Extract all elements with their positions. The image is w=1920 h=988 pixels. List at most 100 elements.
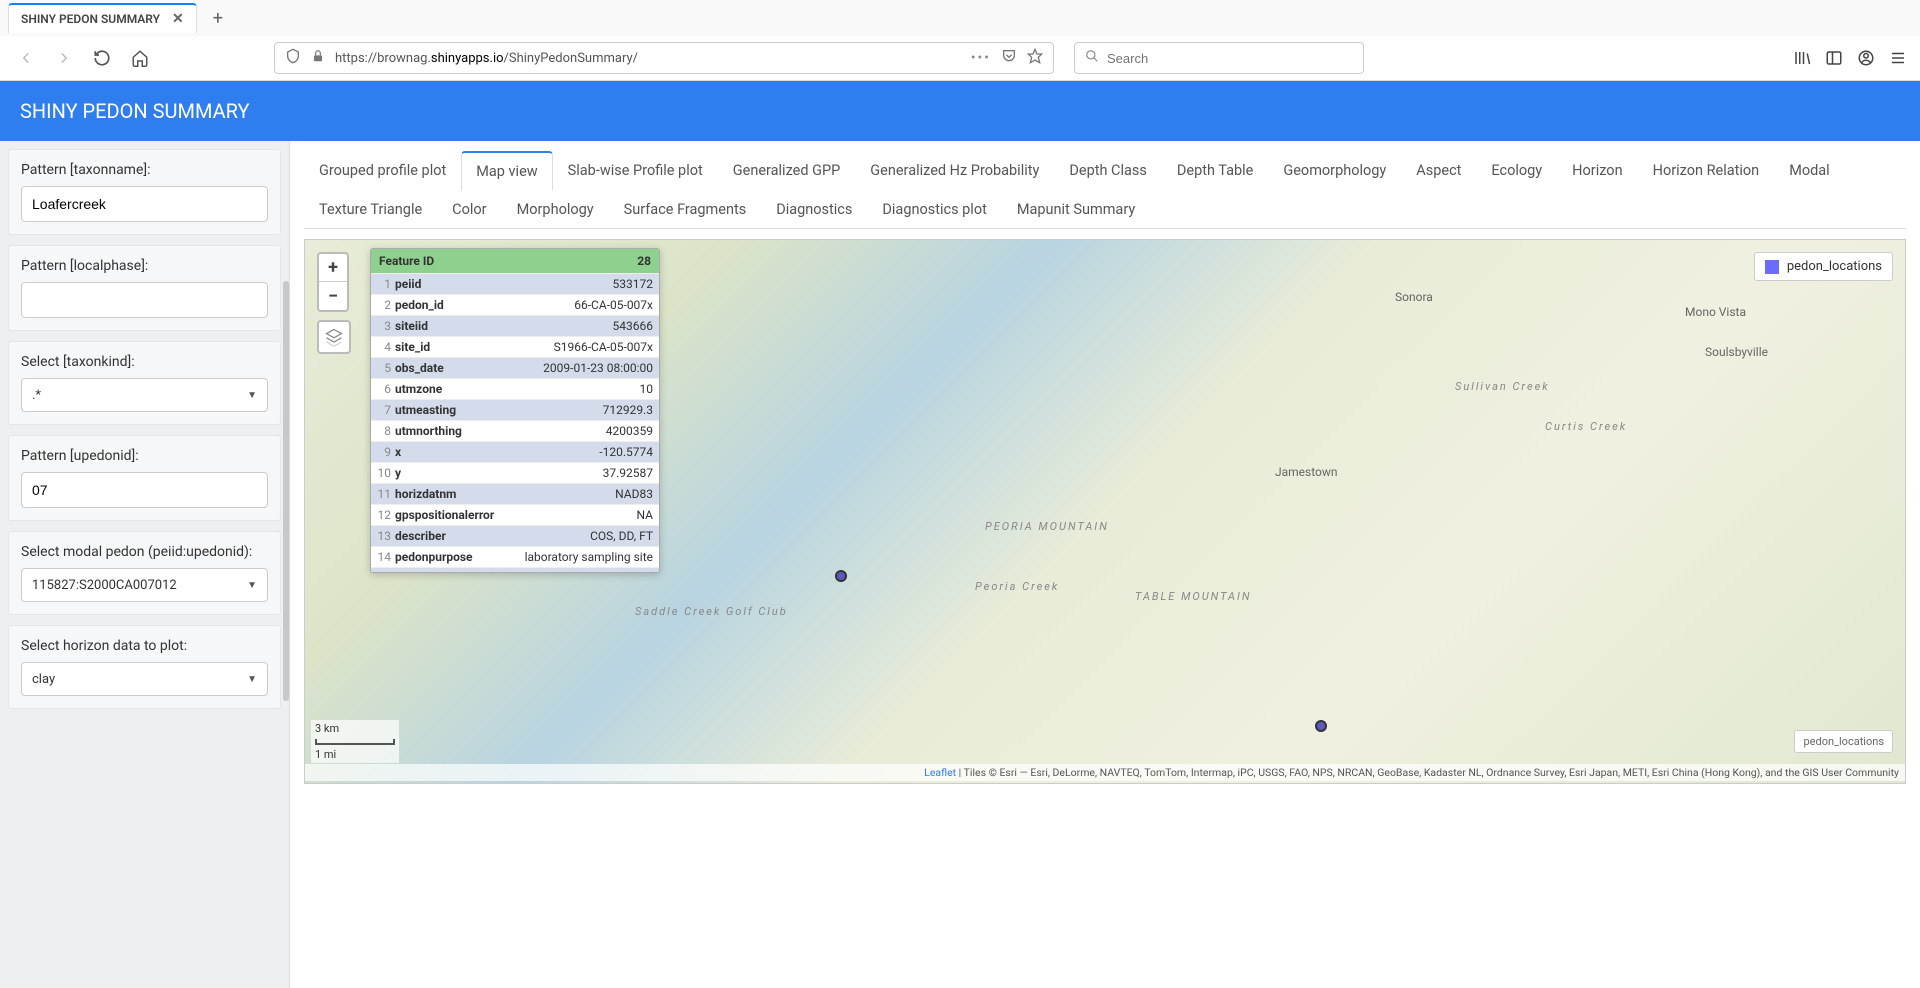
- legend-label: pedon_locations: [1787, 259, 1882, 274]
- sidebar-icon[interactable]: [1824, 48, 1844, 68]
- popup-row: 1peiid533172: [371, 273, 659, 294]
- tab-slab-wise-profile-plot[interactable]: Slab-wise Profile plot: [553, 151, 718, 190]
- sidebar: Pattern [taxonname]: Pattern [localphase]…: [0, 141, 290, 988]
- tab-diagnostics-plot[interactable]: Diagnostics plot: [867, 190, 1001, 228]
- zoom-control: + −: [317, 252, 349, 312]
- field-label: Pattern [localphase]:: [21, 258, 268, 274]
- tab-aspect[interactable]: Aspect: [1401, 151, 1476, 190]
- legend-swatch: [1765, 260, 1779, 274]
- url-bar[interactable]: https://brownag.shinyapps.io/ShinyPedonS…: [274, 42, 1054, 74]
- popup-row: 9x-120.5774: [371, 441, 659, 462]
- tab-geomorphology[interactable]: Geomorphology: [1268, 151, 1401, 190]
- tab-modal[interactable]: Modal: [1774, 151, 1845, 190]
- reload-button[interactable]: [88, 44, 116, 72]
- select-input[interactable]: .*▼: [21, 378, 268, 412]
- select-input[interactable]: 115827:S2000CA007012▼: [21, 568, 268, 602]
- popup-row: 2pedon_id66-CA-05-007x: [371, 294, 659, 315]
- sidebar-field: Pattern [upedonid]:: [8, 435, 281, 521]
- tab-strip: SHINY PEDON SUMMARY ✕ +: [0, 0, 1920, 36]
- layer-control[interactable]: pedon_locations: [1794, 730, 1893, 753]
- field-label: Select [taxonkind]:: [21, 354, 268, 370]
- map-terrain-label: Peoria Creek: [975, 580, 1059, 593]
- map-city-label: Sonora: [1395, 290, 1433, 304]
- layers-button[interactable]: [317, 320, 351, 354]
- search-bar[interactable]: [1074, 42, 1364, 74]
- tab-depth-class[interactable]: Depth Class: [1054, 151, 1162, 190]
- field-label: Pattern [taxonname]:: [21, 162, 268, 178]
- map-city-label: Jamestown: [1275, 465, 1338, 479]
- tab-map-view[interactable]: Map view: [461, 151, 552, 191]
- search-input[interactable]: [1107, 51, 1353, 66]
- map[interactable]: SonoraJamestownMono VistaSoulsbyvillePEO…: [304, 239, 1906, 784]
- field-label: Select horizon data to plot:: [21, 638, 268, 654]
- app-body: Pattern [taxonname]: Pattern [localphase]…: [0, 141, 1920, 988]
- map-terrain-label: PEORIA MOUNTAIN: [985, 520, 1109, 533]
- text-input[interactable]: [21, 472, 268, 508]
- zoom-out-button[interactable]: −: [319, 282, 347, 310]
- field-label: Pattern [upedonid]:: [21, 448, 268, 464]
- close-tab-icon[interactable]: ✕: [172, 11, 184, 27]
- tab-title: SHINY PEDON SUMMARY: [21, 12, 160, 26]
- popup-row: 13describerCOS, DD, FT: [371, 525, 659, 546]
- sidebar-field: Select [taxonkind]: .*▼: [8, 341, 281, 425]
- map-marker[interactable]: [835, 570, 847, 582]
- url-text: https://brownag.shinyapps.io/ShinyPedonS…: [335, 51, 961, 66]
- map-terrain-label: Sullivan Creek: [1455, 380, 1550, 393]
- tab-surface-fragments[interactable]: Surface Fragments: [609, 190, 762, 228]
- back-button[interactable]: [12, 44, 40, 72]
- map-legend: pedon_locations: [1754, 252, 1893, 281]
- tab-grouped-profile-plot[interactable]: Grouped profile plot: [304, 151, 461, 190]
- select-input[interactable]: clay▼: [21, 662, 268, 696]
- tabset: Grouped profile plotMap viewSlab-wise Pr…: [304, 151, 1906, 229]
- popup-row: 10y37.92587: [371, 462, 659, 483]
- popup-header: Feature ID 28: [371, 249, 659, 273]
- tab-mapunit-summary[interactable]: Mapunit Summary: [1002, 190, 1150, 228]
- library-icon[interactable]: [1792, 48, 1812, 68]
- lock-icon[interactable]: [311, 49, 325, 67]
- map-terrain-label: TABLE MOUNTAIN: [1135, 590, 1252, 603]
- forward-button[interactable]: [50, 44, 78, 72]
- tab-generalized-hz-probability[interactable]: Generalized Hz Probability: [855, 151, 1054, 190]
- field-label: Select modal pedon (peiid:upedonid):: [21, 544, 268, 560]
- star-icon[interactable]: [1027, 48, 1043, 68]
- hamburger-menu-icon[interactable]: [1888, 48, 1908, 68]
- tab-diagnostics[interactable]: Diagnostics: [761, 190, 867, 228]
- popup-header-val: 28: [637, 254, 651, 268]
- pocket-icon[interactable]: [1001, 48, 1017, 68]
- browser-chrome: SHINY PEDON SUMMARY ✕ + https://brownag.…: [0, 0, 1920, 81]
- text-input[interactable]: [21, 186, 268, 222]
- map-marker[interactable]: [1315, 720, 1327, 732]
- new-tab-button[interactable]: +: [205, 4, 231, 33]
- popup-row: 12gpspositionalerrorNA: [371, 504, 659, 525]
- shield-icon[interactable]: [285, 48, 301, 68]
- tab-depth-table[interactable]: Depth Table: [1162, 151, 1269, 190]
- scale-bar: 3 km 1 mi: [311, 720, 399, 763]
- text-input[interactable]: [21, 282, 268, 318]
- meatball-icon[interactable]: •••: [971, 50, 991, 66]
- sidebar-field: Pattern [localphase]:: [8, 245, 281, 331]
- feature-popup[interactable]: Feature ID 28 1peiid5331722pedon_id66-CA…: [370, 248, 660, 573]
- tab-ecology[interactable]: Ecology: [1476, 151, 1557, 190]
- sidebar-field: Pattern [taxonname]:: [8, 149, 281, 235]
- browser-toolbar: https://brownag.shinyapps.io/ShinyPedonS…: [0, 36, 1920, 80]
- sidebar-field: Select modal pedon (peiid:upedonid): 1158…: [8, 531, 281, 615]
- popup-row: 11horizdatnmNAD83: [371, 483, 659, 504]
- tab-morphology[interactable]: Morphology: [502, 190, 609, 228]
- map-terrain-label: Saddle Creek Golf Club: [635, 605, 788, 618]
- leaflet-link[interactable]: Leaflet: [924, 766, 956, 779]
- popup-row: 6utmzone10: [371, 378, 659, 399]
- tab-color[interactable]: Color: [437, 190, 501, 228]
- map-attribution: Leaflet | Tiles © Esri — Esri, DeLorme, …: [305, 764, 1905, 781]
- zoom-in-button[interactable]: +: [319, 254, 347, 282]
- tab-texture-triangle[interactable]: Texture Triangle: [304, 190, 437, 228]
- tab-generalized-gpp[interactable]: Generalized GPP: [718, 151, 856, 190]
- tab-horizon[interactable]: Horizon: [1557, 151, 1637, 190]
- account-icon[interactable]: [1856, 48, 1876, 68]
- main-panel: Grouped profile plotMap viewSlab-wise Pr…: [290, 141, 1920, 988]
- map-city-label: Mono Vista: [1685, 305, 1746, 319]
- scrollbar[interactable]: [283, 281, 289, 701]
- home-button[interactable]: [126, 44, 154, 72]
- tab-horizon-relation[interactable]: Horizon Relation: [1638, 151, 1775, 190]
- sidebar-field: Select horizon data to plot: clay▼: [8, 625, 281, 709]
- browser-tab[interactable]: SHINY PEDON SUMMARY ✕: [8, 3, 197, 33]
